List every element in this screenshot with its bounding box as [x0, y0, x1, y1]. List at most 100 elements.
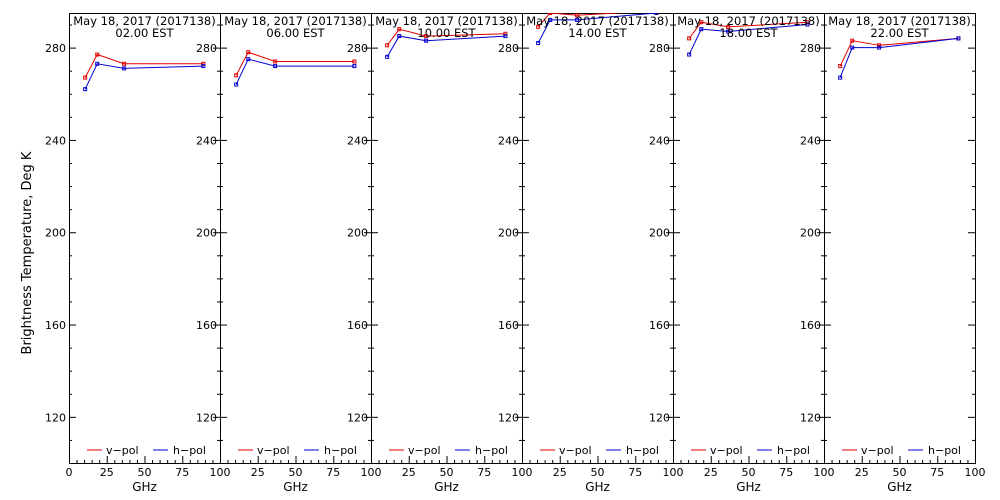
v-pol-point — [503, 31, 508, 36]
x-tick-label: 25 — [402, 466, 416, 479]
x-axis-title: GHz — [132, 480, 157, 494]
y-tick-label: 160 — [45, 319, 66, 332]
h-pol-point — [234, 82, 239, 87]
h-pol-point — [273, 64, 278, 69]
x-tick-label: 25 — [553, 466, 567, 479]
v-pol-point — [246, 50, 251, 55]
h-pol-point — [877, 45, 882, 50]
panel-4: 25 50 75 100 120 160 200 240 280 May 18, 2017 (20… — [498, 13, 684, 494]
x-tick-label: 75 — [628, 466, 642, 479]
h-pol-series-line — [235, 58, 355, 85]
v-pol-point — [397, 27, 402, 32]
h-pol-series-line — [386, 35, 506, 58]
y-tick-label: 200 — [45, 227, 66, 240]
v-pol-point — [122, 61, 127, 66]
y-tick-label: 200 — [800, 227, 821, 240]
panel-5: 25 50 75 100 120 160 200 240 280 May 18, 2017 (20… — [649, 13, 835, 494]
panel-time-title: 22.00 EST — [870, 26, 929, 40]
y-tick-label: 280 — [800, 42, 821, 55]
h-pol-point — [699, 27, 704, 32]
y-tick-label: 280 — [649, 42, 670, 55]
y-tick-label: 160 — [196, 319, 217, 332]
x-tick-label: 75 — [930, 466, 944, 479]
legend-v-pol-label: v−pol — [710, 444, 743, 457]
panel-2: 25 50 75 100 120 160 200 240 280 May 18, 2017 (20… — [196, 13, 382, 494]
y-tick-label: 120 — [196, 411, 217, 424]
y-tick-label: 240 — [498, 134, 519, 147]
x-tick-label: 25 — [704, 466, 718, 479]
x-tick-label: 100 — [814, 466, 835, 479]
x-axis-title: GHz — [736, 480, 761, 494]
h-pol-point — [385, 54, 390, 59]
x-axis-title: GHz — [585, 480, 610, 494]
x-tick-label: 50 — [742, 466, 756, 479]
v-pol-series-line — [235, 51, 355, 76]
y-tick-label: 160 — [649, 319, 670, 332]
panel-data — [234, 50, 357, 87]
panel-data — [687, 20, 810, 57]
v-pol-series-line — [839, 37, 959, 67]
h-pol-series-line — [537, 13, 657, 44]
h-pol-series-line — [84, 63, 204, 90]
y-tick-label: 240 — [45, 134, 66, 147]
legend-h-pol-label: h−pol — [173, 444, 206, 457]
legend-h-pol-label: h−pol — [777, 444, 810, 457]
h-pol-point — [687, 52, 692, 57]
panel-data — [83, 52, 206, 92]
h-pol-point — [83, 87, 88, 92]
y-tick-label: 280 — [347, 42, 368, 55]
x-tick-label: 50 — [289, 466, 303, 479]
v-pol-point — [385, 43, 390, 48]
x-tick-label: 50 — [591, 466, 605, 479]
h-pol-point — [850, 45, 855, 50]
v-pol-point — [95, 52, 100, 57]
v-pol-point — [83, 75, 88, 80]
x-tick-label: 75 — [477, 466, 491, 479]
legend-v-pol-label: v−pol — [861, 444, 894, 457]
panel-time-title: 02.00 EST — [115, 26, 174, 40]
v-pol-point — [234, 73, 239, 78]
h-pol-point — [397, 34, 402, 39]
v-pol-series-line — [537, 13, 626, 28]
v-pol-point — [877, 43, 882, 48]
h-pol-point — [726, 29, 731, 34]
y-tick-label: 200 — [347, 227, 368, 240]
y-tick-label: 120 — [45, 411, 66, 424]
legend-v-pol-label: v−pol — [408, 444, 441, 457]
x-tick-label: 75 — [779, 466, 793, 479]
v-pol-series-line — [688, 21, 808, 39]
legend-v-pol-label: v−pol — [559, 444, 592, 457]
legend-v-pol-label: v−pol — [257, 444, 290, 457]
h-pol-point — [536, 41, 541, 45]
v-pol-point — [699, 20, 704, 25]
h-pol-point — [424, 38, 429, 43]
h-pol-point — [838, 75, 843, 80]
legend-h-pol-label: h−pol — [475, 444, 508, 457]
panel-data — [385, 27, 508, 59]
x-axis-title: GHz — [283, 480, 308, 494]
v-pol-point — [838, 64, 843, 69]
v-pol-series-line — [386, 28, 506, 46]
legend-h-pol-label: h−pol — [626, 444, 659, 457]
y-tick-label: 280 — [45, 42, 66, 55]
y-tick-label: 160 — [800, 319, 821, 332]
v-pol-series-line — [84, 53, 204, 78]
y-tick-label: 280 — [498, 42, 519, 55]
panel-date-title: May 18, 2017 (2017138) — [73, 14, 216, 28]
v-pol-point — [536, 24, 541, 29]
y-tick-label: 200 — [649, 227, 670, 240]
legend-v-pol-label: v−pol — [106, 444, 139, 457]
panel-1: 0 25 50 75 100 120 160 200 240 280 May 18, 2017 (2… — [45, 13, 231, 494]
x-tick-label: 100 — [361, 466, 382, 479]
h-pol-series-line — [688, 24, 808, 55]
y-tick-label: 280 — [196, 42, 217, 55]
x-tick-label: 25 — [100, 466, 114, 479]
v-pol-point — [424, 34, 429, 39]
x-tick-label: 25 — [251, 466, 265, 479]
y-tick-label: 200 — [498, 227, 519, 240]
v-pol-point — [575, 13, 580, 18]
x-axis-title: GHz — [887, 480, 912, 494]
y-tick-label: 200 — [196, 227, 217, 240]
v-pol-point — [273, 59, 278, 64]
